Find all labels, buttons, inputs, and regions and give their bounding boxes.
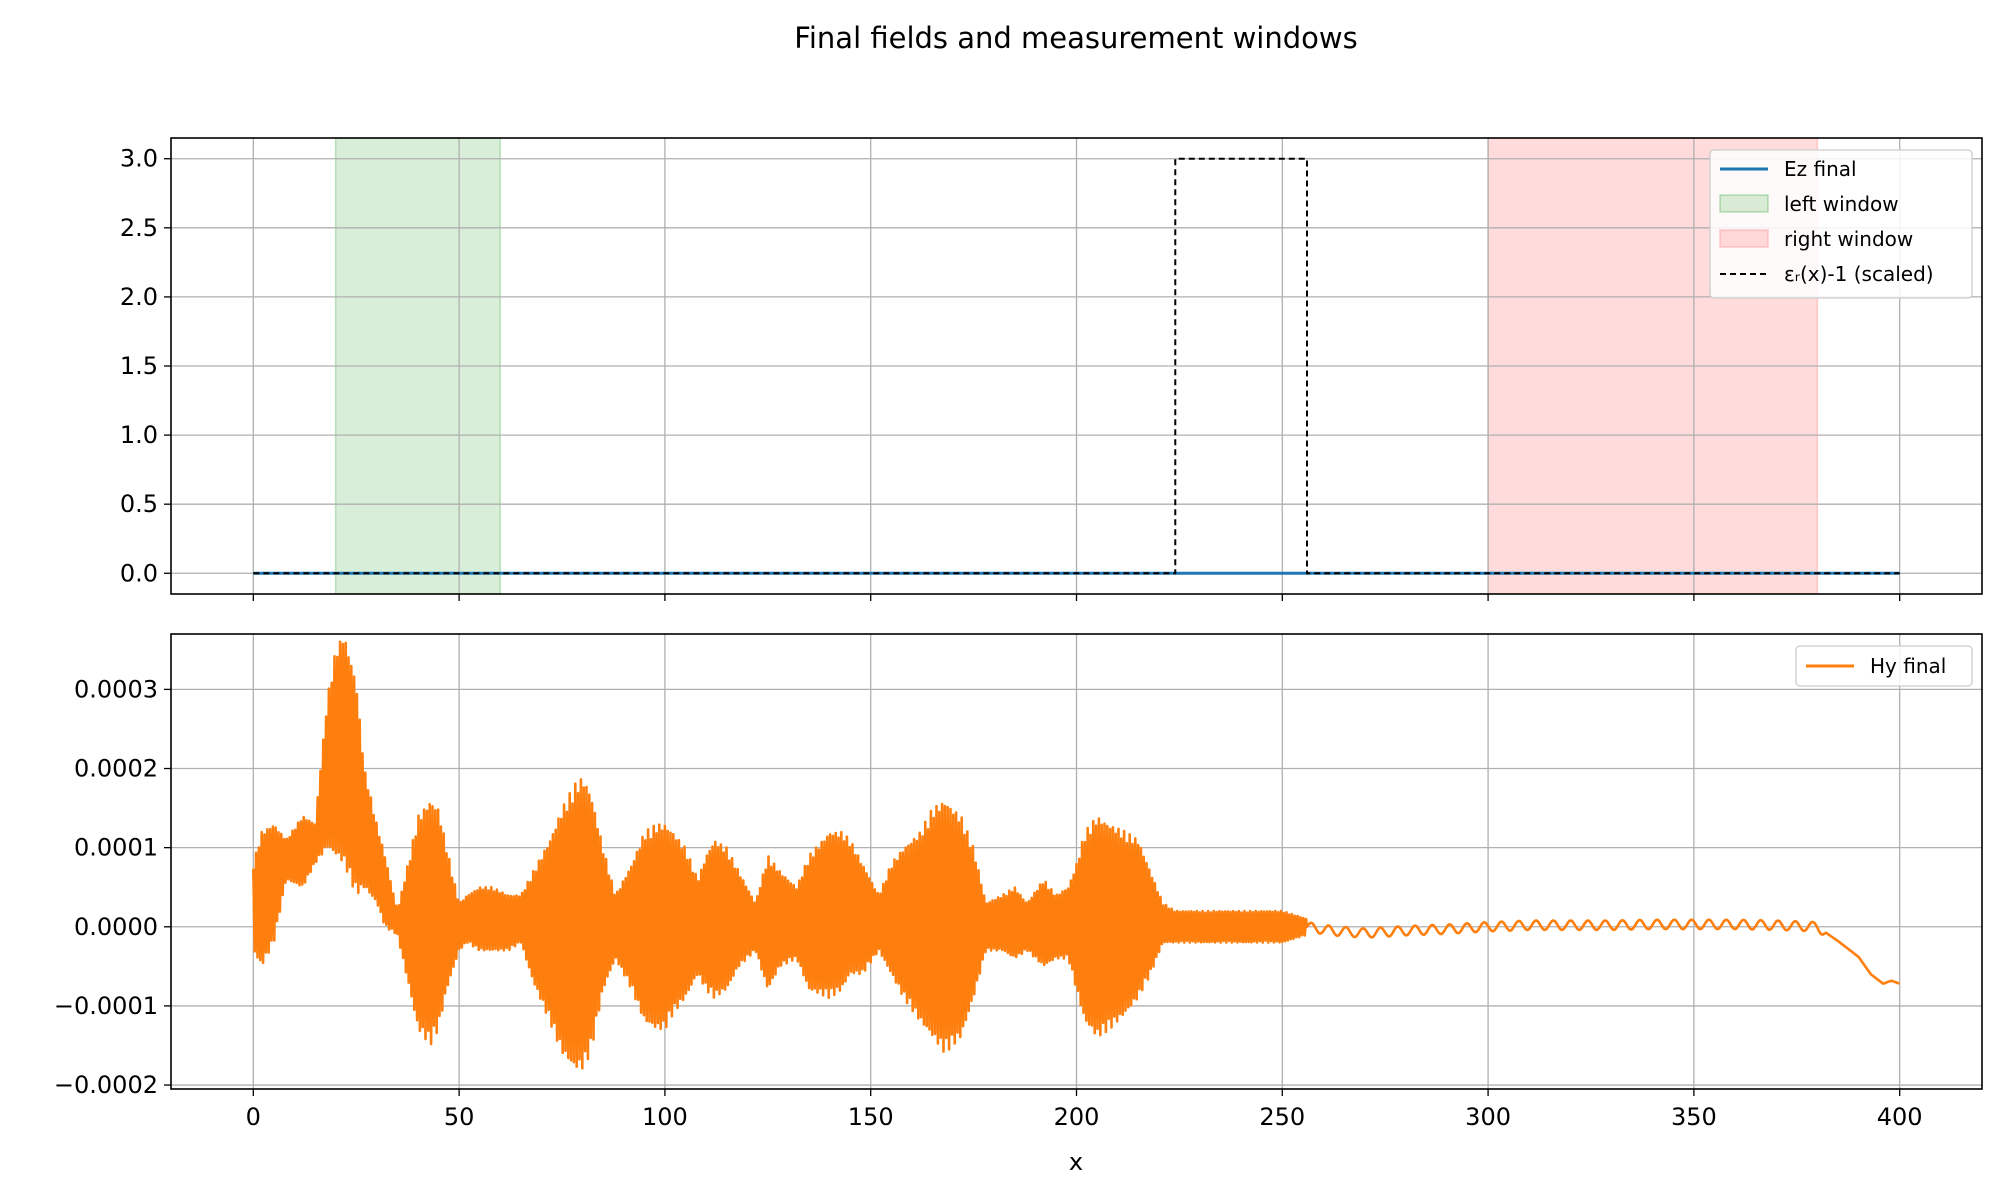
legend-left-window-label: left window — [1784, 192, 1899, 216]
legend-right-window-patch — [1719, 229, 1769, 248]
bottom-x-tick-label: 100 — [642, 1103, 688, 1131]
bottom-series — [252, 640, 1900, 1070]
top-y-tick-label: 3.0 — [120, 145, 158, 173]
top-legend: Ez final left window right window εᵣ(x)-… — [1709, 149, 1973, 299]
legend-right-window-label: right window — [1784, 227, 1913, 251]
bottom-x-tick-label: 300 — [1465, 1103, 1511, 1131]
bottom-x-tick-label: 50 — [444, 1103, 475, 1131]
legend-eps-label: εᵣ(x)-1 (scaled) — [1784, 262, 1934, 286]
figure-title: Final fields and measurement windows — [794, 21, 1357, 55]
top-y-tick-label: 1.0 — [120, 421, 158, 449]
bottom-y-tick-label: 0.0002 — [74, 755, 158, 783]
bottom-y-tick-label: 0.0001 — [74, 834, 158, 862]
top-y-tick-label: 1.5 — [120, 352, 158, 380]
x-axis-label: x — [1069, 1148, 1083, 1176]
legend-hy-label: Hy final — [1870, 654, 1946, 678]
bottom-legend: Hy final — [1795, 645, 1973, 687]
legend-left-window-patch — [1719, 194, 1769, 213]
top-ticks: 0.0 0.5 1.0 1.5 2.0 2.5 3.0 — [120, 145, 1901, 601]
bottom-y-tick-label: −0.0001 — [54, 992, 158, 1020]
top-panel: 0.0 0.5 1.0 1.5 2.0 2.5 3.0 Ez final left wind… — [120, 137, 1983, 601]
bottom-panel: 0 50 100 150 200 250 300 350 400 −0.0002 −0.0001 0.… — [54, 633, 1983, 1176]
bottom-y-tick-label: 0.0000 — [74, 913, 158, 941]
top-y-tick-label: 2.5 — [120, 214, 158, 242]
bottom-x-tick-label: 150 — [848, 1103, 894, 1131]
bottom-x-tick-label: 200 — [1054, 1103, 1100, 1131]
bottom-x-tick-label: 350 — [1671, 1103, 1717, 1131]
top-grid — [171, 138, 1982, 594]
bottom-x-tick-label: 250 — [1259, 1103, 1305, 1131]
legend-ez-label: Ez final — [1784, 157, 1857, 181]
top-y-tick-label: 0.0 — [120, 559, 158, 587]
top-y-tick-label: 2.0 — [120, 283, 158, 311]
eps-scaled-line — [253, 157, 1900, 575]
top-legend-frame — [1709, 149, 1973, 299]
hy-final-line — [252, 640, 1900, 1070]
bottom-y-tick-label: −0.0002 — [54, 1071, 158, 1099]
bottom-legend-frame — [1795, 645, 1973, 687]
top-y-tick-label: 0.5 — [120, 490, 158, 518]
bottom-x-tick-label: 0 — [246, 1103, 261, 1131]
bottom-ticks: 0 50 100 150 200 250 300 350 400 −0.0002 −0.0001 0.… — [54, 675, 1923, 1131]
bottom-y-tick-label: 0.0003 — [74, 675, 158, 703]
top-series — [253, 157, 1900, 575]
bottom-x-tick-label: 400 — [1877, 1103, 1923, 1131]
